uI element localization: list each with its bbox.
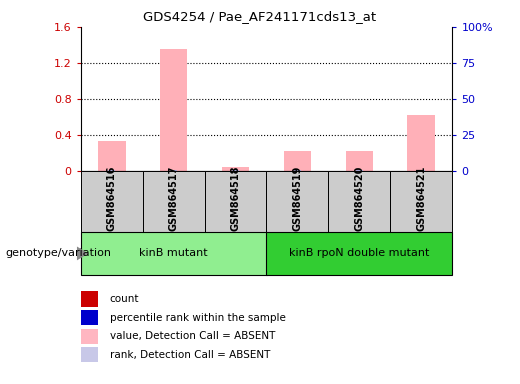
- Text: GSM864518: GSM864518: [230, 166, 241, 231]
- Bar: [232, 169, 239, 171]
- Text: GSM864519: GSM864519: [292, 166, 303, 231]
- Bar: [81, 291, 98, 306]
- Text: rank, Detection Call = ABSENT: rank, Detection Call = ABSENT: [110, 350, 270, 360]
- Bar: [408, 115, 435, 171]
- Polygon shape: [77, 247, 88, 260]
- Bar: [142, 171, 204, 232]
- Text: value, Detection Call = ABSENT: value, Detection Call = ABSENT: [110, 331, 275, 341]
- Bar: [170, 169, 177, 171]
- Bar: [81, 310, 98, 325]
- Bar: [160, 50, 188, 171]
- Bar: [345, 151, 373, 171]
- Text: count: count: [110, 294, 139, 304]
- Bar: [222, 167, 250, 171]
- Bar: [81, 329, 98, 344]
- Text: GSM864521: GSM864521: [417, 166, 426, 231]
- Bar: [283, 151, 311, 171]
- Text: kinB rpoN double mutant: kinB rpoN double mutant: [289, 248, 430, 258]
- Text: GDS4254 / Pae_AF241171cds13_at: GDS4254 / Pae_AF241171cds13_at: [144, 10, 376, 23]
- Text: GSM864516: GSM864516: [107, 166, 116, 231]
- Text: GSM864517: GSM864517: [168, 166, 178, 231]
- Bar: [81, 171, 142, 232]
- Text: GSM864520: GSM864520: [355, 166, 365, 231]
- Bar: [98, 141, 125, 171]
- Bar: [266, 171, 329, 232]
- Bar: [294, 169, 301, 171]
- Bar: [81, 347, 98, 362]
- Bar: [204, 171, 266, 232]
- Text: percentile rank within the sample: percentile rank within the sample: [110, 313, 285, 323]
- Text: genotype/variation: genotype/variation: [5, 248, 111, 258]
- Bar: [418, 169, 425, 171]
- Bar: [81, 232, 267, 275]
- Bar: [266, 232, 452, 275]
- Bar: [108, 169, 115, 171]
- Bar: [356, 169, 363, 171]
- Text: kinB mutant: kinB mutant: [139, 248, 208, 258]
- Bar: [391, 171, 452, 232]
- Bar: [329, 171, 391, 232]
